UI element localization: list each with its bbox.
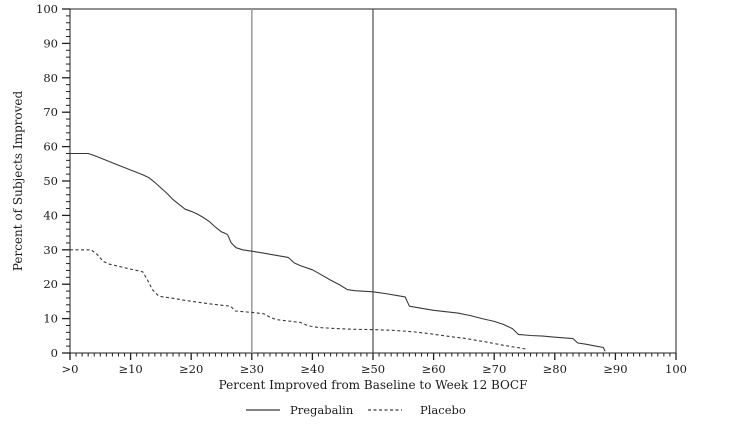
y-tick-label: 0 [51,346,58,360]
y-tick-label: 80 [43,71,58,85]
pregabalin-line [70,152,606,352]
y-tick-label: 60 [43,140,58,154]
y-tick-label: 90 [43,36,58,50]
y-tick-label: 40 [43,208,58,222]
y-tick-label: 100 [36,2,58,16]
x-tick-label: ≥90 [603,362,627,376]
y-tick-label: 20 [43,277,58,291]
placebo-line [70,249,527,350]
y-axis-title: Percent of Subjects Improved [11,91,25,272]
y-tick-label: 50 [43,174,58,188]
x-tick-label: >0 [62,362,79,376]
legend-label-placebo: Placebo [420,403,466,417]
x-tick-label: ≥10 [118,362,142,376]
x-tick-label: ≥80 [543,362,567,376]
x-tick-label: 100 [665,362,687,376]
x-tick-label: ≥40 [300,362,324,376]
legend-label-pregabalin: Pregabalin [290,403,354,417]
y-tick-label: 10 [43,312,58,326]
y-tick-label: 70 [43,105,58,119]
x-axis: >0 ≥10 ≥20 ≥30 ≥40 ≥50 ≥60 ≥70 ≥80 ≥90 100 [62,353,687,376]
x-axis-title: Percent Improved from Baseline to Week 1… [219,378,528,392]
legend: Pregabalin Placebo [246,403,466,417]
y-axis: 0 10 20 30 40 50 60 70 80 90 100 [36,2,70,360]
x-tick-label: ≥70 [482,362,506,376]
x-tick-label: ≥60 [421,362,445,376]
y-tick-label: 30 [43,243,58,257]
x-tick-label: ≥30 [240,362,264,376]
x-tick-label: ≥20 [179,362,203,376]
x-tick-label: ≥50 [361,362,385,376]
